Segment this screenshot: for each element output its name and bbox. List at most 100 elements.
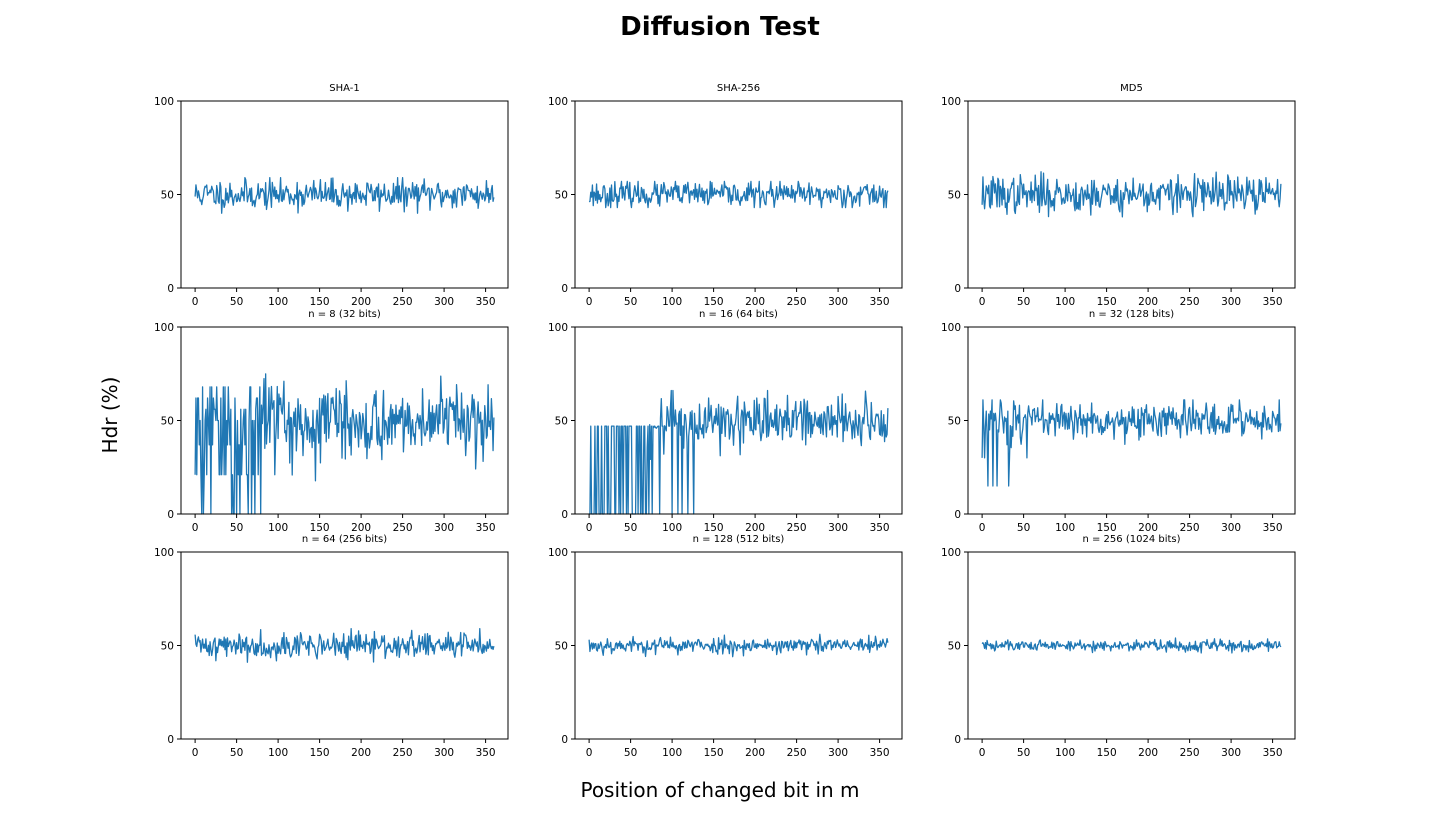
y-tick-label: 50 <box>948 416 961 428</box>
x-tick-label: 300 <box>1221 296 1241 308</box>
x-tick-label: 150 <box>704 522 724 534</box>
x-tick-label: 0 <box>979 522 986 534</box>
x-tick-label: 100 <box>662 296 682 308</box>
x-tick-label: 150 <box>310 296 330 308</box>
series-line <box>588 180 889 209</box>
y-tick-label: 0 <box>954 509 961 521</box>
x-tick-label: 250 <box>393 747 413 759</box>
subplot-title: n = 8 (32 bits) <box>308 309 381 320</box>
y-tick-label: 0 <box>954 734 961 746</box>
x-tick-label: 350 <box>476 747 496 759</box>
x-tick-label: 300 <box>434 747 454 759</box>
subplot: n = 8 (32 bits) 0 50 100 150 200 250 300 350 0 50 1… <box>154 309 509 534</box>
x-tick-label: 300 <box>828 522 848 534</box>
subplot: SHA-256 0 50 100 150 200 250 300 350 0 50 100 <box>548 83 903 308</box>
x-tick-label: 350 <box>476 296 496 308</box>
x-tick-label: 250 <box>787 296 807 308</box>
x-tick-label: 350 <box>870 747 890 759</box>
x-tick-label: 150 <box>1097 296 1117 308</box>
x-tick-label: 50 <box>230 522 243 534</box>
subplot: n = 16 (64 bits) 0 50 100 150 200 250 300 350 0 50… <box>548 309 903 534</box>
x-tick-label: 350 <box>476 522 496 534</box>
subplot: MD5 0 50 100 150 200 250 300 350 0 50 100 <box>941 83 1296 308</box>
x-tick-label: 0 <box>192 296 199 308</box>
y-tick-label: 100 <box>548 322 568 334</box>
x-tick-label: 200 <box>351 522 371 534</box>
x-tick-label: 300 <box>434 522 454 534</box>
subplot: SHA-1 0 50 100 150 200 250 300 350 0 50 100 <box>154 83 509 308</box>
x-tick-label: 0 <box>979 296 986 308</box>
series-line <box>588 633 889 658</box>
x-tick-label: 300 <box>1221 522 1241 534</box>
x-tick-label: 250 <box>787 747 807 759</box>
x-tick-label: 250 <box>1180 522 1200 534</box>
x-tick-label: 100 <box>268 522 288 534</box>
x-tick-label: 300 <box>828 747 848 759</box>
x-tick-label: 0 <box>586 296 593 308</box>
x-tick-label: 200 <box>745 747 765 759</box>
y-tick-label: 100 <box>154 547 174 559</box>
x-tick-label: 50 <box>624 522 637 534</box>
x-axis-label: Position of changed bit in m <box>580 778 860 802</box>
y-tick-label: 50 <box>161 190 174 202</box>
series-line <box>981 171 1282 218</box>
x-tick-label: 250 <box>1180 296 1200 308</box>
series-line <box>981 399 1282 487</box>
x-tick-label: 250 <box>787 522 807 534</box>
x-tick-label: 150 <box>310 522 330 534</box>
y-tick-label: 50 <box>948 641 961 653</box>
x-tick-label: 350 <box>1263 522 1283 534</box>
x-tick-label: 0 <box>192 747 199 759</box>
x-tick-label: 250 <box>393 522 413 534</box>
series-line <box>589 389 889 515</box>
series-line <box>981 637 1282 654</box>
x-tick-label: 200 <box>1138 522 1158 534</box>
subplot-title: SHA-256 <box>717 83 760 94</box>
y-tick-label: 100 <box>548 96 568 108</box>
subplot-title: n = 16 (64 bits) <box>699 309 778 320</box>
x-tick-label: 350 <box>870 522 890 534</box>
x-tick-label: 200 <box>745 296 765 308</box>
x-tick-label: 100 <box>1055 522 1075 534</box>
x-tick-label: 0 <box>192 522 199 534</box>
x-tick-label: 50 <box>1017 296 1030 308</box>
x-tick-label: 250 <box>393 296 413 308</box>
x-tick-label: 150 <box>704 296 724 308</box>
y-tick-label: 100 <box>941 96 961 108</box>
subplot-title: n = 128 (512 bits) <box>693 534 785 545</box>
x-tick-label: 200 <box>1138 747 1158 759</box>
x-tick-label: 250 <box>1180 747 1200 759</box>
x-tick-label: 150 <box>1097 747 1117 759</box>
subplot: n = 64 (256 bits) 0 50 100 150 200 250 300 350 0 5… <box>154 534 509 759</box>
x-tick-label: 100 <box>268 747 288 759</box>
x-tick-label: 100 <box>662 522 682 534</box>
y-tick-label: 0 <box>167 283 174 295</box>
y-tick-label: 0 <box>167 509 174 521</box>
y-tick-label: 100 <box>154 322 174 334</box>
figure-title: Diffusion Test <box>620 12 820 42</box>
subplot-title: n = 64 (256 bits) <box>302 534 387 545</box>
x-tick-label: 150 <box>310 747 330 759</box>
y-tick-label: 50 <box>555 416 568 428</box>
x-tick-label: 150 <box>704 747 724 759</box>
y-tick-label: 0 <box>954 283 961 295</box>
x-tick-label: 350 <box>1263 747 1283 759</box>
x-tick-label: 100 <box>1055 296 1075 308</box>
x-tick-label: 350 <box>1263 296 1283 308</box>
y-tick-label: 100 <box>548 547 568 559</box>
y-tick-label: 100 <box>154 96 174 108</box>
x-tick-label: 50 <box>1017 747 1030 759</box>
series-line <box>194 373 495 515</box>
subplot: n = 32 (128 bits) 0 50 100 150 200 250 300 350 0 5… <box>941 309 1296 534</box>
x-tick-label: 350 <box>870 296 890 308</box>
y-tick-label: 50 <box>948 190 961 202</box>
x-tick-label: 0 <box>586 522 593 534</box>
x-tick-label: 200 <box>351 296 371 308</box>
x-tick-label: 100 <box>1055 747 1075 759</box>
x-tick-label: 100 <box>662 747 682 759</box>
x-tick-label: 200 <box>1138 296 1158 308</box>
y-tick-label: 0 <box>561 283 568 295</box>
y-tick-label: 100 <box>941 547 961 559</box>
x-tick-label: 50 <box>230 747 243 759</box>
